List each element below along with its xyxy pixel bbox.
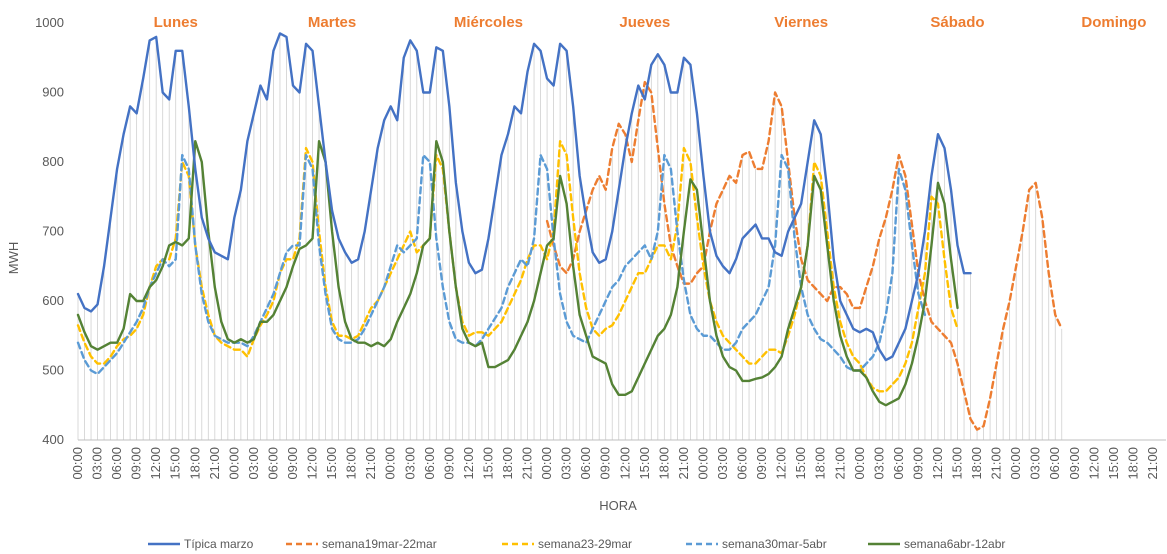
x-tick-label: 03:00: [1028, 447, 1043, 480]
x-tick-label: 03:00: [559, 447, 574, 480]
x-tick-label: 06:00: [578, 447, 593, 480]
day-label: Miércoles: [454, 14, 523, 31]
x-tick-label: 00:00: [383, 447, 398, 480]
x-tick-label: 03:00: [246, 447, 261, 480]
day-label: Viernes: [774, 14, 828, 31]
x-tick-label: 12:00: [617, 447, 632, 480]
x-tick-label: 18:00: [969, 447, 984, 480]
y-axis: 400 500 600 700 800 900 1000: [35, 15, 64, 447]
x-tick-label: 15:00: [168, 447, 183, 480]
x-axis-title: HORA: [599, 498, 637, 513]
x-tick-label: 03:00: [402, 447, 417, 480]
x-tick-label: 03:00: [90, 447, 105, 480]
legend-label: semana23-29mar: [538, 537, 632, 551]
x-tick-label: 15:00: [637, 447, 652, 480]
x-tick-label: 12:00: [461, 447, 476, 480]
x-tick-label: 15:00: [1106, 447, 1121, 480]
series-line: [76, 139, 959, 407]
legend-label: semana19mar-22mar: [322, 537, 437, 551]
x-tick-label: 15:00: [324, 447, 339, 480]
y-tick-label: 800: [42, 154, 64, 169]
x-tick-label: 18:00: [656, 447, 671, 480]
legend-label: Típica marzo: [184, 537, 254, 551]
x-tick-label: 15:00: [950, 447, 965, 480]
series-line: [76, 153, 927, 376]
x-tick-label: 06:00: [891, 447, 906, 480]
legend-label: semana30mar-5abr: [722, 537, 827, 551]
x-tick-label: 21:00: [989, 447, 1004, 480]
x-tick-label: 09:00: [285, 447, 300, 480]
y-tick-label: 600: [42, 293, 64, 308]
x-tick-label: 21:00: [1145, 447, 1160, 480]
x-axis: 00:00 03:00 06:00 09:00 12:00 15:00 18:00 21:00…: [70, 439, 1166, 480]
day-label: Martes: [308, 14, 356, 31]
x-tick-label: 06:00: [735, 447, 750, 480]
legend-label: semana6abr-12abr: [904, 537, 1005, 551]
x-tick-label: 06:00: [265, 447, 280, 480]
day-label: Jueves: [619, 14, 670, 31]
day-label: Domingo: [1081, 14, 1146, 31]
x-tick-label: 09:00: [910, 447, 925, 480]
day-label: Lunes: [154, 14, 198, 31]
x-tick-label: 21:00: [676, 447, 691, 480]
x-tick-label: 00:00: [539, 447, 554, 480]
x-tick-label: 12:00: [148, 447, 163, 480]
x-tick-label: 21:00: [520, 447, 535, 480]
x-tick-label: 00:00: [852, 447, 867, 480]
series-line: [76, 32, 972, 362]
x-tick-label: 18:00: [500, 447, 515, 480]
x-tick-label: 12:00: [1086, 447, 1101, 480]
x-tick-label: 15:00: [793, 447, 808, 480]
y-axis-title: MWH: [6, 242, 21, 275]
x-tick-label: 03:00: [715, 447, 730, 480]
x-tick-label: 06:00: [109, 447, 124, 480]
x-tick-label: 21:00: [363, 447, 378, 480]
x-tick-label: 06:00: [422, 447, 437, 480]
x-tick-label: 15:00: [480, 447, 495, 480]
x-tick-label: 09:00: [129, 447, 144, 480]
x-tick-label: 00:00: [695, 447, 710, 480]
day-label: Sábado: [930, 14, 984, 31]
x-tick-label: 09:00: [754, 447, 769, 480]
x-tick-label: 18:00: [344, 447, 359, 480]
x-tick-label: 03:00: [871, 447, 886, 480]
y-tick-label: 1000: [35, 15, 64, 30]
x-tick-label: 18:00: [1125, 447, 1140, 480]
y-tick-label: 900: [42, 85, 64, 100]
x-tick-label: 12:00: [930, 447, 945, 480]
day-labels: Lunes Martes Miércoles Jueves Viernes Sábado D…: [154, 14, 1147, 31]
y-tick-label: 400: [42, 432, 64, 447]
x-tick-label: 12:00: [305, 447, 320, 480]
x-tick-label: 00:00: [70, 447, 85, 480]
x-tick-label: 06:00: [1047, 447, 1062, 480]
x-tick-label: 09:00: [598, 447, 613, 480]
series-lines: [76, 32, 1063, 431]
y-tick-label: 500: [42, 363, 64, 378]
x-tick-label: 18:00: [187, 447, 202, 480]
legend: Típica marzo semana19mar-22mar semana23-29…: [148, 537, 1005, 551]
x-tick-label: 00:00: [226, 447, 241, 480]
x-tick-label: 09:00: [441, 447, 456, 480]
x-tick-label: 18:00: [813, 447, 828, 480]
x-tick-label: 00:00: [1008, 447, 1023, 480]
bar-gridlines: [77, 33, 1063, 440]
y-tick-label: 700: [42, 224, 64, 239]
x-tick-label: 21:00: [207, 447, 222, 480]
x-tick-label: 21:00: [832, 447, 847, 480]
x-tick-label: 12:00: [774, 447, 789, 480]
series-line: [545, 80, 1063, 431]
x-tick-label: 09:00: [1067, 447, 1082, 480]
